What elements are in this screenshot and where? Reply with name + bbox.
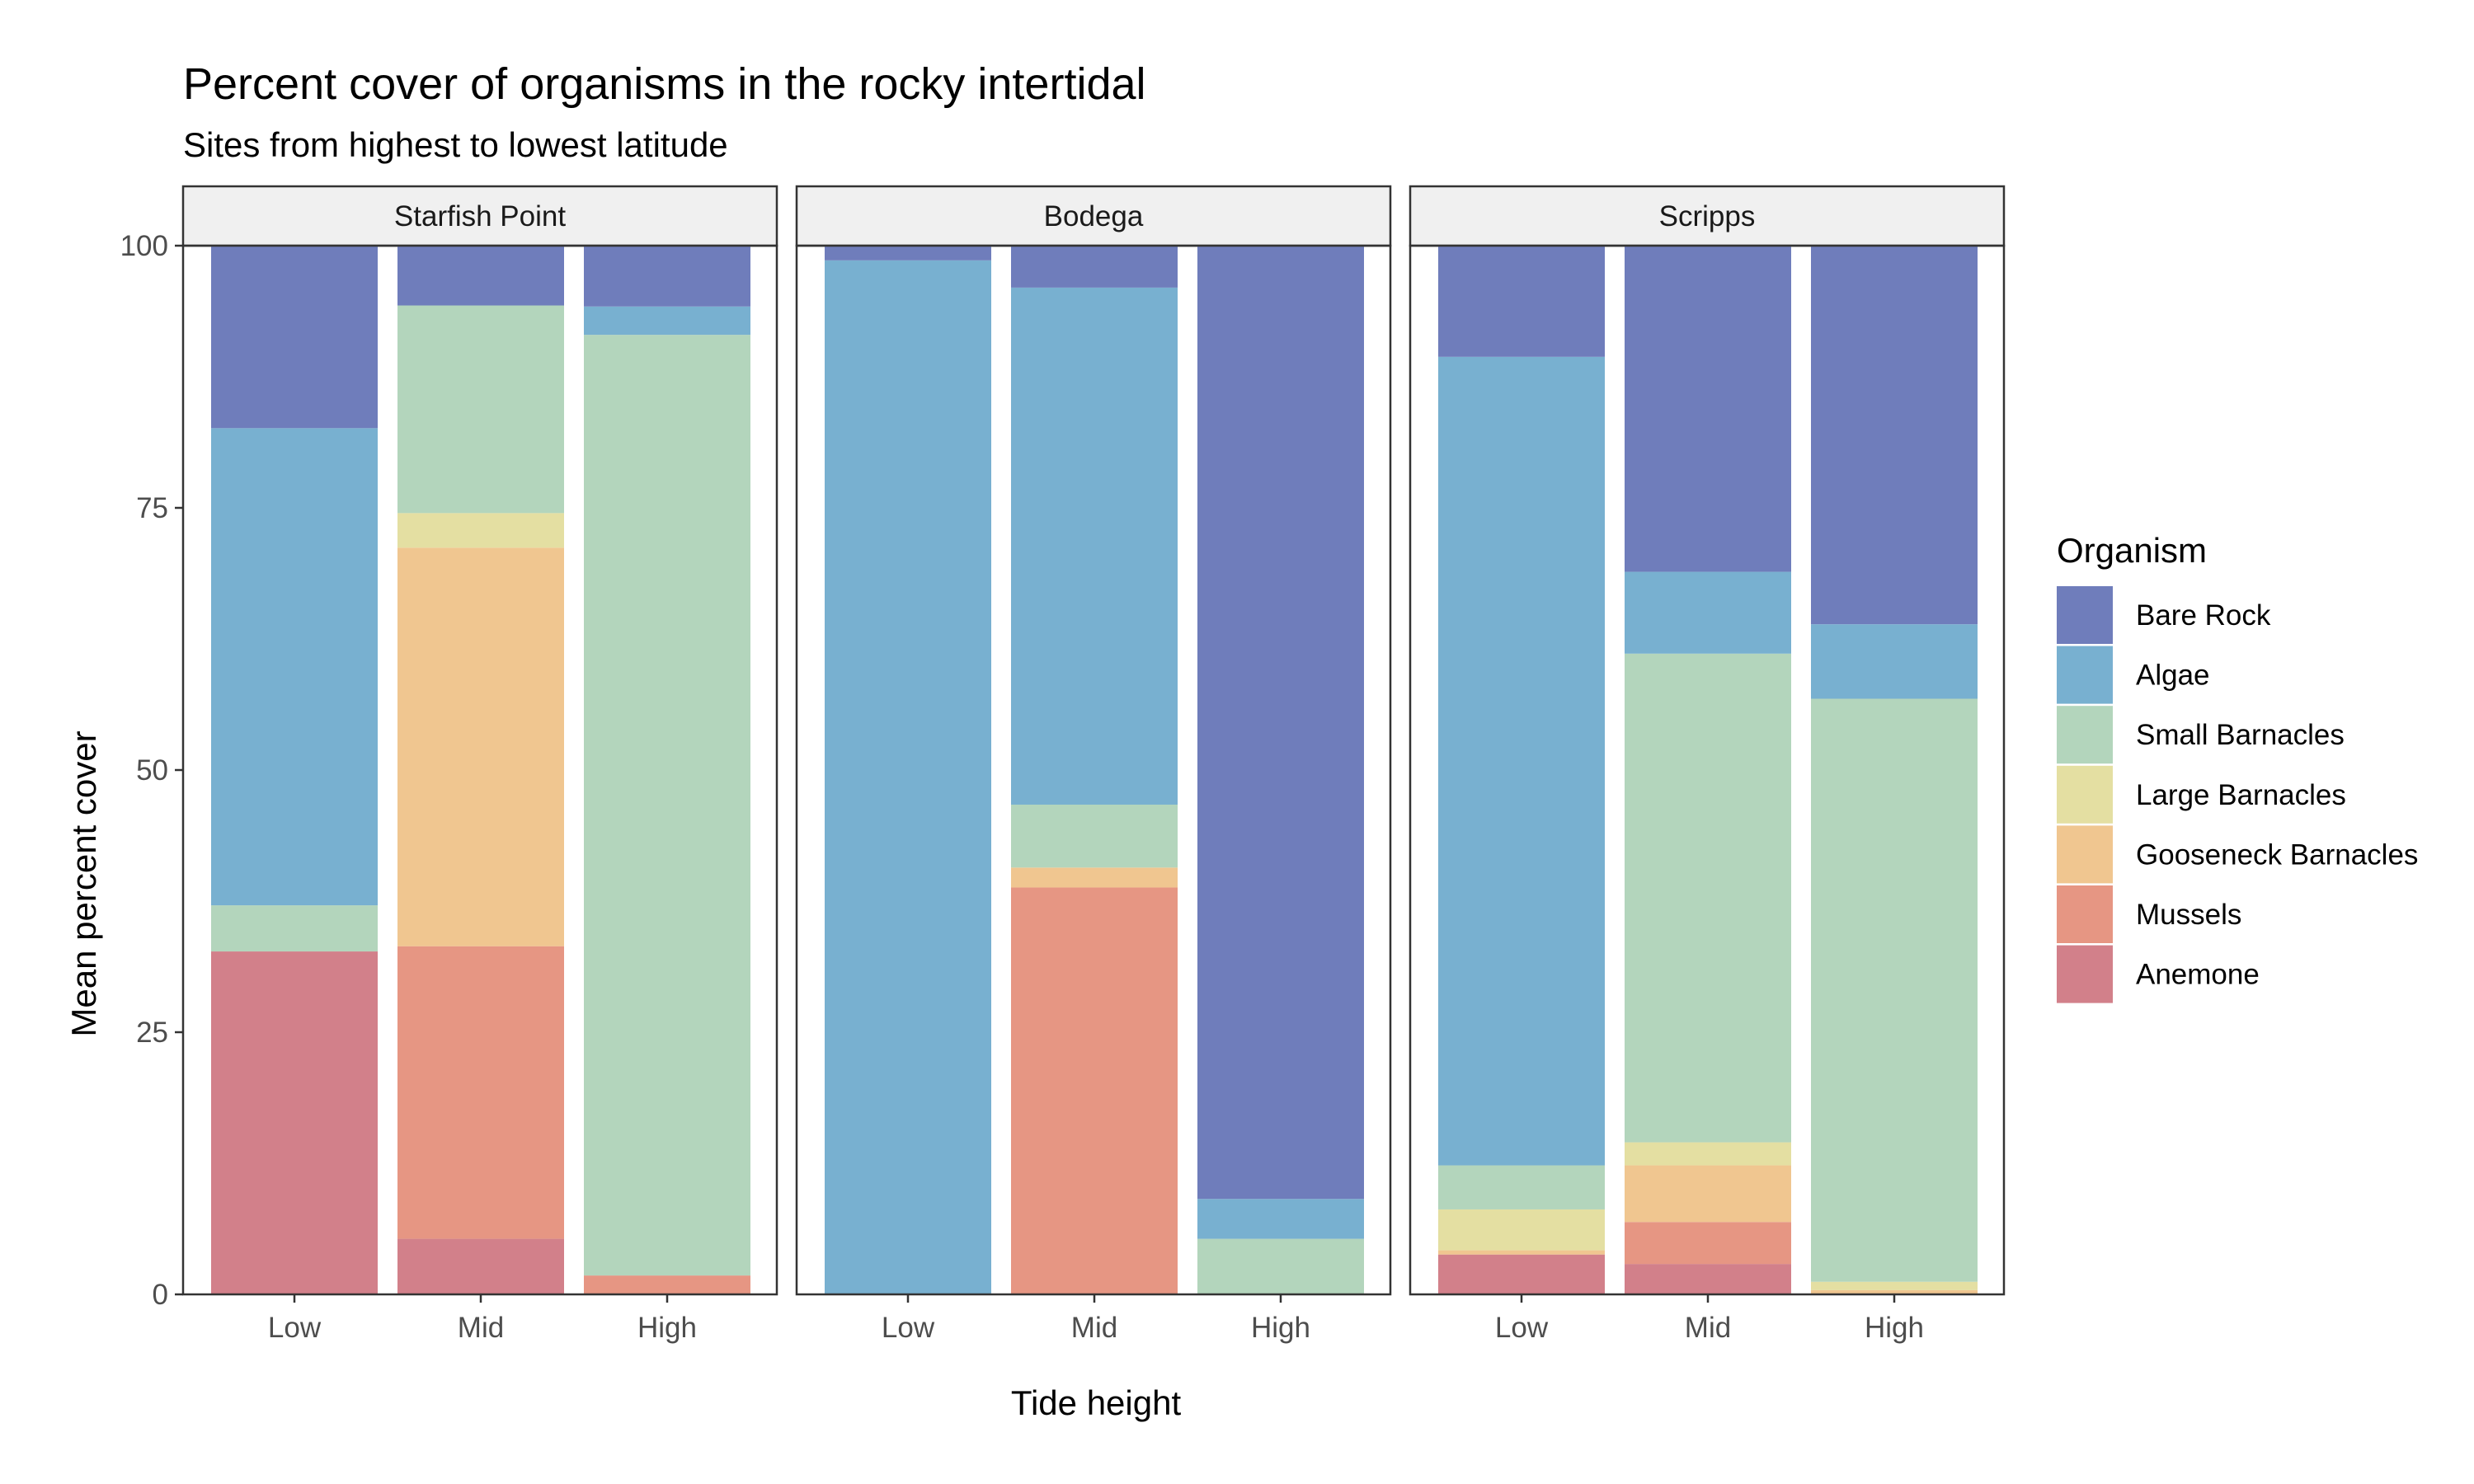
facet-strip-label: Scripps — [1659, 200, 1756, 232]
bar-segment — [1811, 624, 1978, 699]
bar-segment — [584, 306, 750, 336]
bar-segment — [1625, 1142, 1791, 1166]
y-tick-label: 0 — [153, 1279, 168, 1311]
bar-segment — [584, 246, 750, 307]
x-tick-label: High — [1251, 1312, 1310, 1344]
bar-segment — [1625, 571, 1791, 654]
legend-label: Gooseneck Barnacles — [2136, 838, 2418, 871]
x-tick-label: Low — [268, 1312, 322, 1344]
legend-key — [2057, 586, 2113, 644]
legend-title: Organism — [2057, 531, 2207, 570]
bar-segment — [397, 547, 564, 946]
x-tick-label: Mid — [458, 1312, 504, 1344]
bar-segment — [1197, 1238, 1364, 1294]
bar-segment — [211, 428, 378, 906]
legend-label: Anemone — [2136, 959, 2260, 991]
x-tick-label: Mid — [1685, 1312, 1731, 1344]
legend: Organism Bare Rock Algae Small Barnacles La… — [2057, 531, 2418, 1003]
bar-segment — [825, 246, 991, 261]
bar-segment — [1438, 1209, 1605, 1251]
bar-segment — [211, 246, 378, 429]
bar-segment — [397, 246, 564, 306]
facet-strip — [795, 185, 1392, 247]
x-tick-label: Mid — [1071, 1312, 1117, 1344]
legend-items: Bare Rock Algae Small Barnacles Large Barna… — [2057, 586, 2418, 1003]
legend-label: Algae — [2136, 660, 2210, 692]
bar-segment — [1438, 356, 1605, 1166]
bar-segment — [397, 513, 564, 548]
facet-strip-label: Starfish Point — [394, 200, 566, 232]
legend-label: Mussels — [2136, 899, 2241, 931]
legend-key — [2057, 646, 2113, 704]
bar-segment — [1625, 1222, 1791, 1265]
bar-segment — [1438, 1250, 1605, 1255]
bar-segment — [1625, 246, 1791, 572]
legend-key — [2057, 945, 2113, 1003]
bar-segment — [1438, 1254, 1605, 1294]
facet-panel: Scripps Low Mid High — [1409, 185, 2006, 1344]
panel-border — [795, 244, 1392, 1296]
facet-panel: Starfish Point Low Mid High — [181, 185, 778, 1344]
bar-segment — [1011, 287, 1178, 805]
bar-segment — [1811, 246, 1978, 625]
bar-segment — [1811, 1281, 1978, 1290]
x-tick-label: High — [637, 1312, 697, 1344]
bar-segment — [1625, 1165, 1791, 1223]
bar-segment — [211, 951, 378, 1294]
bar-segment — [1438, 1165, 1605, 1209]
x-tick-label: Low — [882, 1312, 935, 1344]
bar-segment — [397, 1238, 564, 1294]
facet-panel: Bodega Low Mid High — [795, 185, 1392, 1344]
x-tick-label: Low — [1495, 1312, 1549, 1344]
x-tick-label: High — [1865, 1312, 1924, 1344]
legend-label: Large Barnacles — [2136, 779, 2346, 811]
y-tick-label: 25 — [136, 1017, 168, 1049]
bar-segment — [1011, 867, 1178, 888]
chart-subtitle: Sites from highest to lowest latitude — [183, 125, 728, 164]
legend-key — [2057, 825, 2113, 884]
legend-key — [2057, 765, 2113, 824]
y-tick-label: 75 — [136, 492, 168, 524]
y-axis-title: Mean percent cover — [64, 730, 103, 1036]
bar-segment — [397, 946, 564, 1239]
legend-key — [2057, 885, 2113, 943]
legend-key — [2057, 706, 2113, 764]
facet-strip-label: Bodega — [1044, 200, 1144, 232]
bar-segment — [1011, 887, 1178, 1294]
bar-segment — [1811, 1289, 1978, 1294]
facet-panels: Starfish Point Low Mid High Bodega Low Mid High… — [181, 185, 2006, 1344]
bar-segment — [1011, 246, 1178, 288]
bar-segment — [1438, 246, 1605, 357]
bar-segment — [1625, 653, 1791, 1143]
y-tick-label: 50 — [136, 754, 168, 787]
legend-label: Small Barnacles — [2136, 719, 2345, 751]
bar-segment — [397, 305, 564, 514]
bar-segment — [211, 905, 378, 952]
facet-strip — [181, 185, 778, 247]
y-axis: 0 25 50 75 100 — [120, 230, 183, 1311]
bar-segment — [1625, 1264, 1791, 1294]
bar-segment — [1811, 698, 1978, 1282]
panel-border — [1409, 244, 2006, 1296]
bar-segment — [825, 260, 991, 1295]
legend-label: Bare Rock — [2136, 599, 2271, 632]
y-tick-label: 100 — [120, 230, 168, 262]
bar-segment — [1197, 246, 1364, 1200]
x-axis-title: Tide height — [1011, 1383, 1182, 1422]
bar-segment — [584, 335, 750, 1276]
chart-title: Percent cover of organisms in the rocky … — [183, 59, 1146, 109]
bar-segment — [1011, 804, 1178, 868]
bar-segment — [1197, 1199, 1364, 1239]
bar-segment — [584, 1275, 750, 1294]
